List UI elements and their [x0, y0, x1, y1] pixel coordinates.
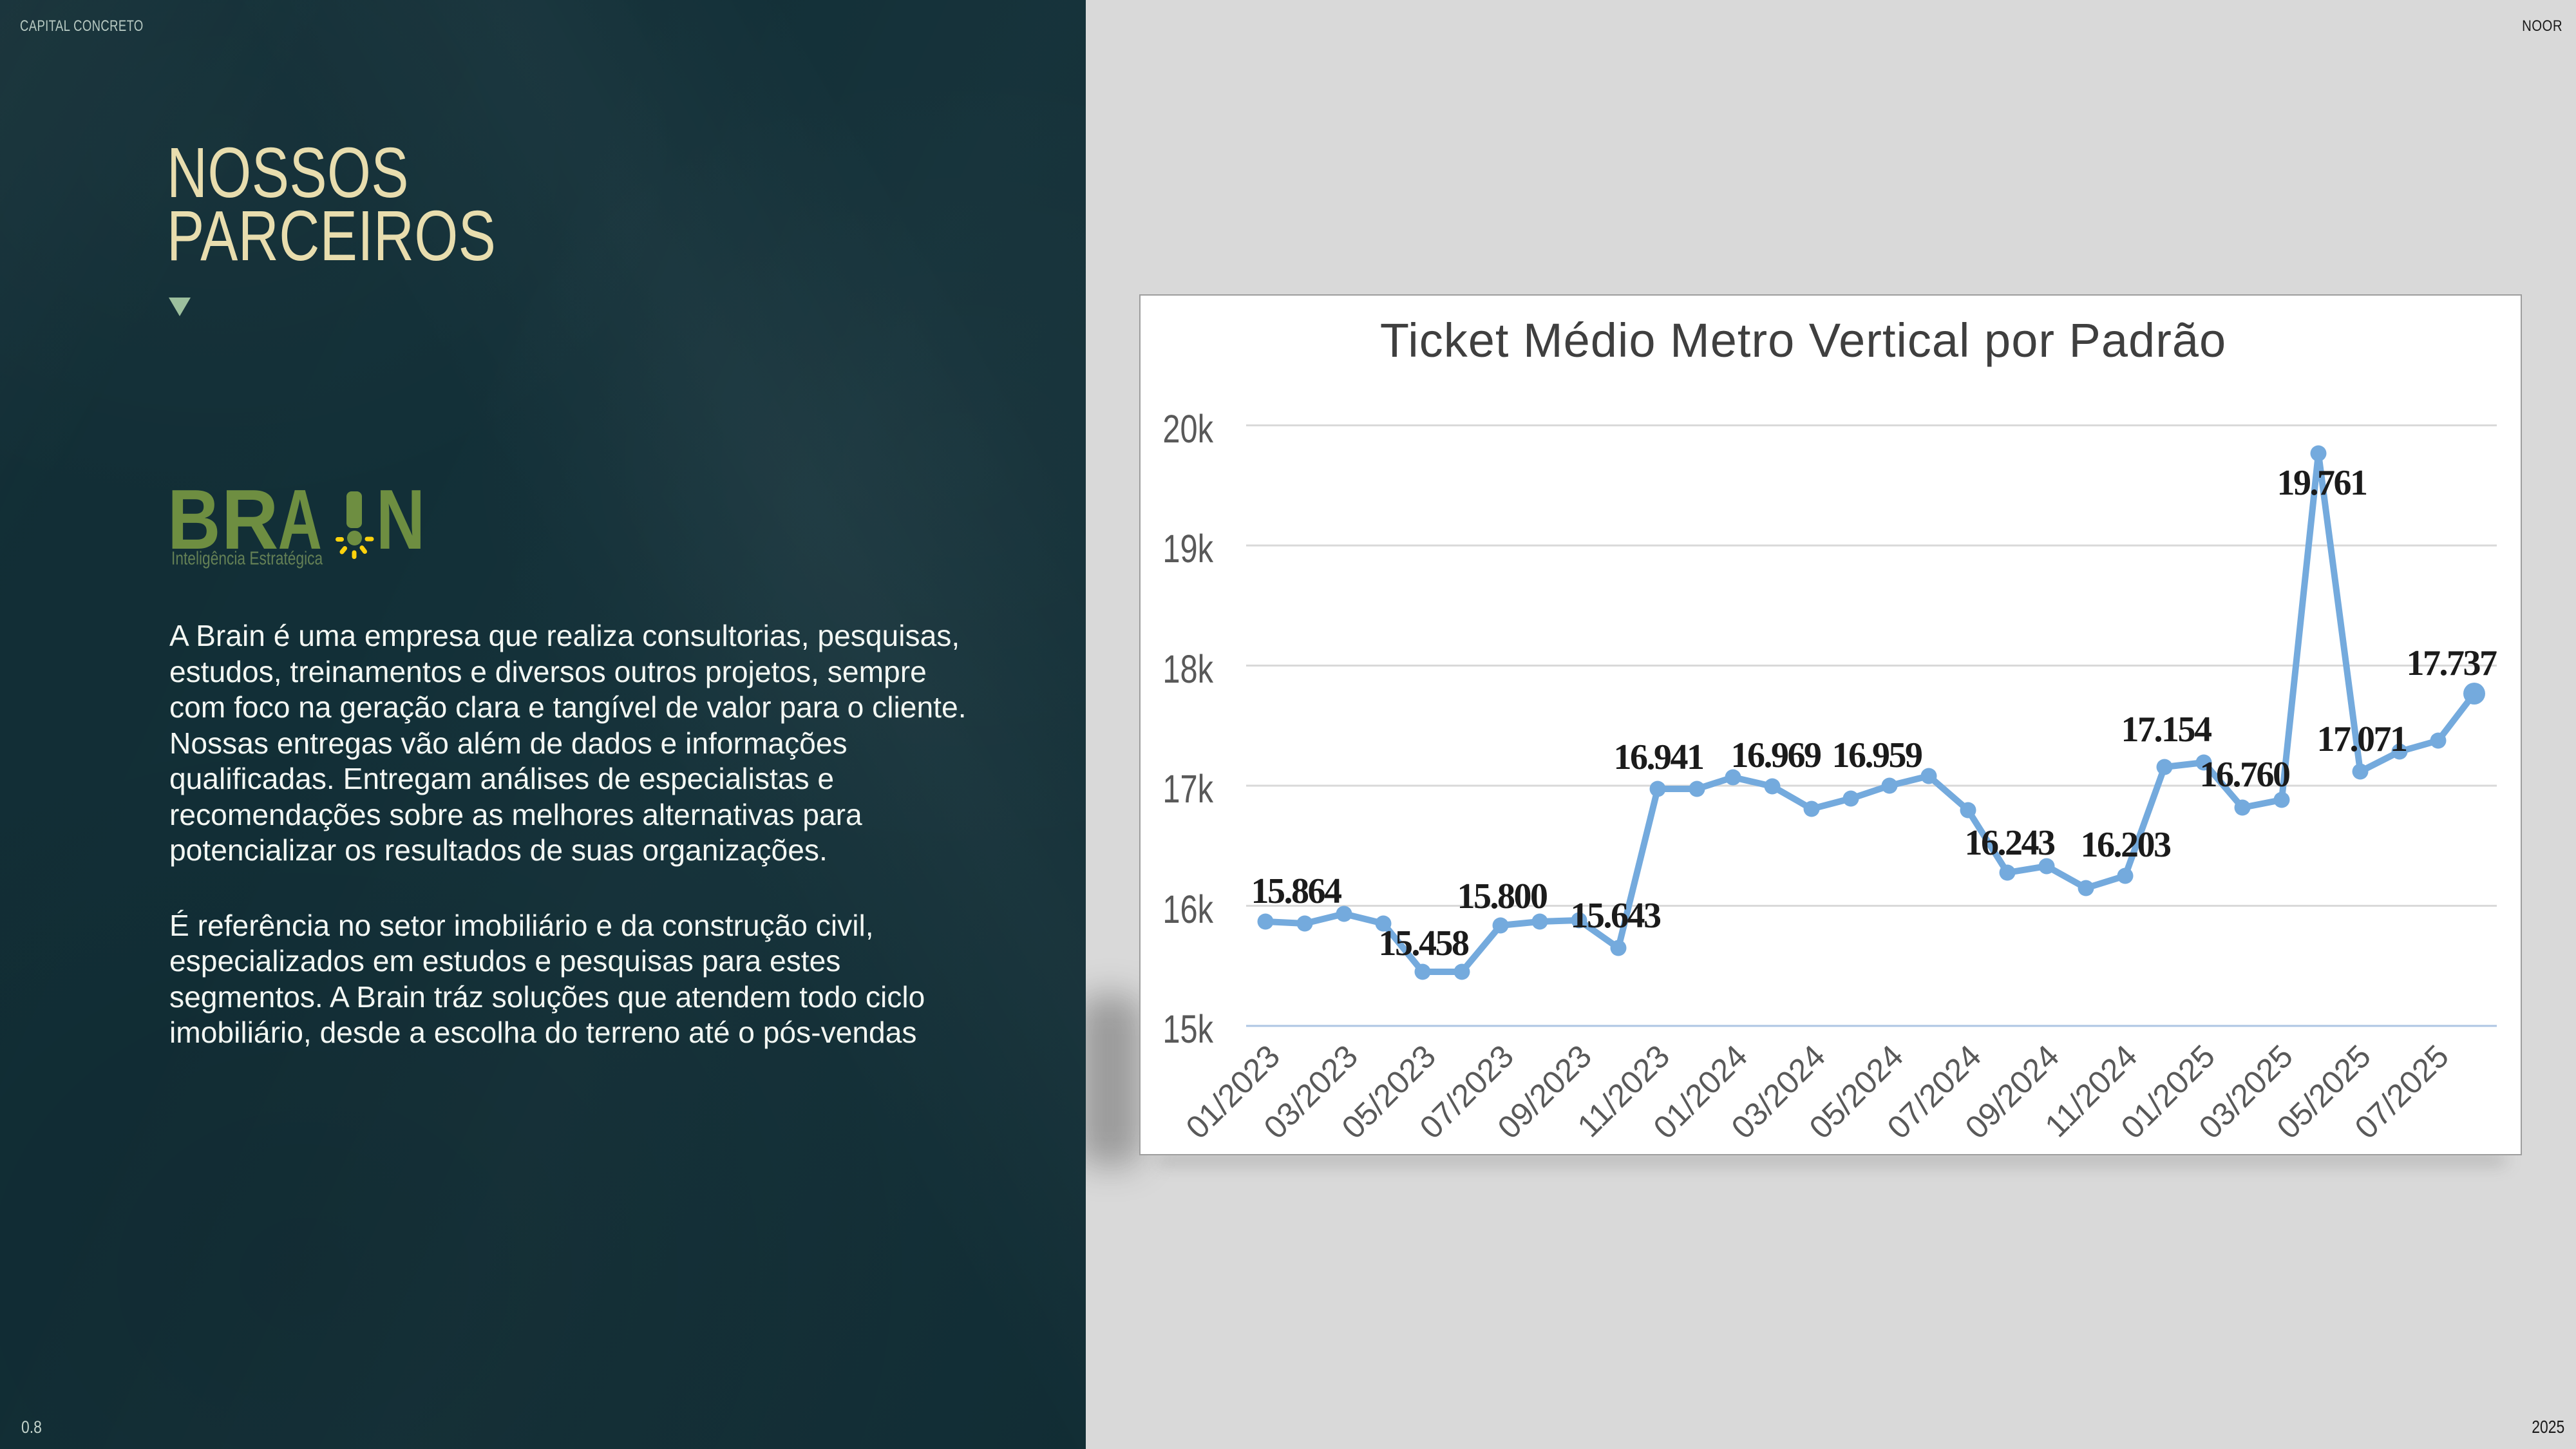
svg-text:N: N — [376, 473, 425, 567]
svg-text:R: R — [222, 473, 279, 567]
svg-text:B: B — [167, 472, 221, 567]
svg-text:Inteligência Estratégica: Inteligência Estratégica — [171, 547, 323, 569]
svg-text:A: A — [278, 473, 322, 567]
